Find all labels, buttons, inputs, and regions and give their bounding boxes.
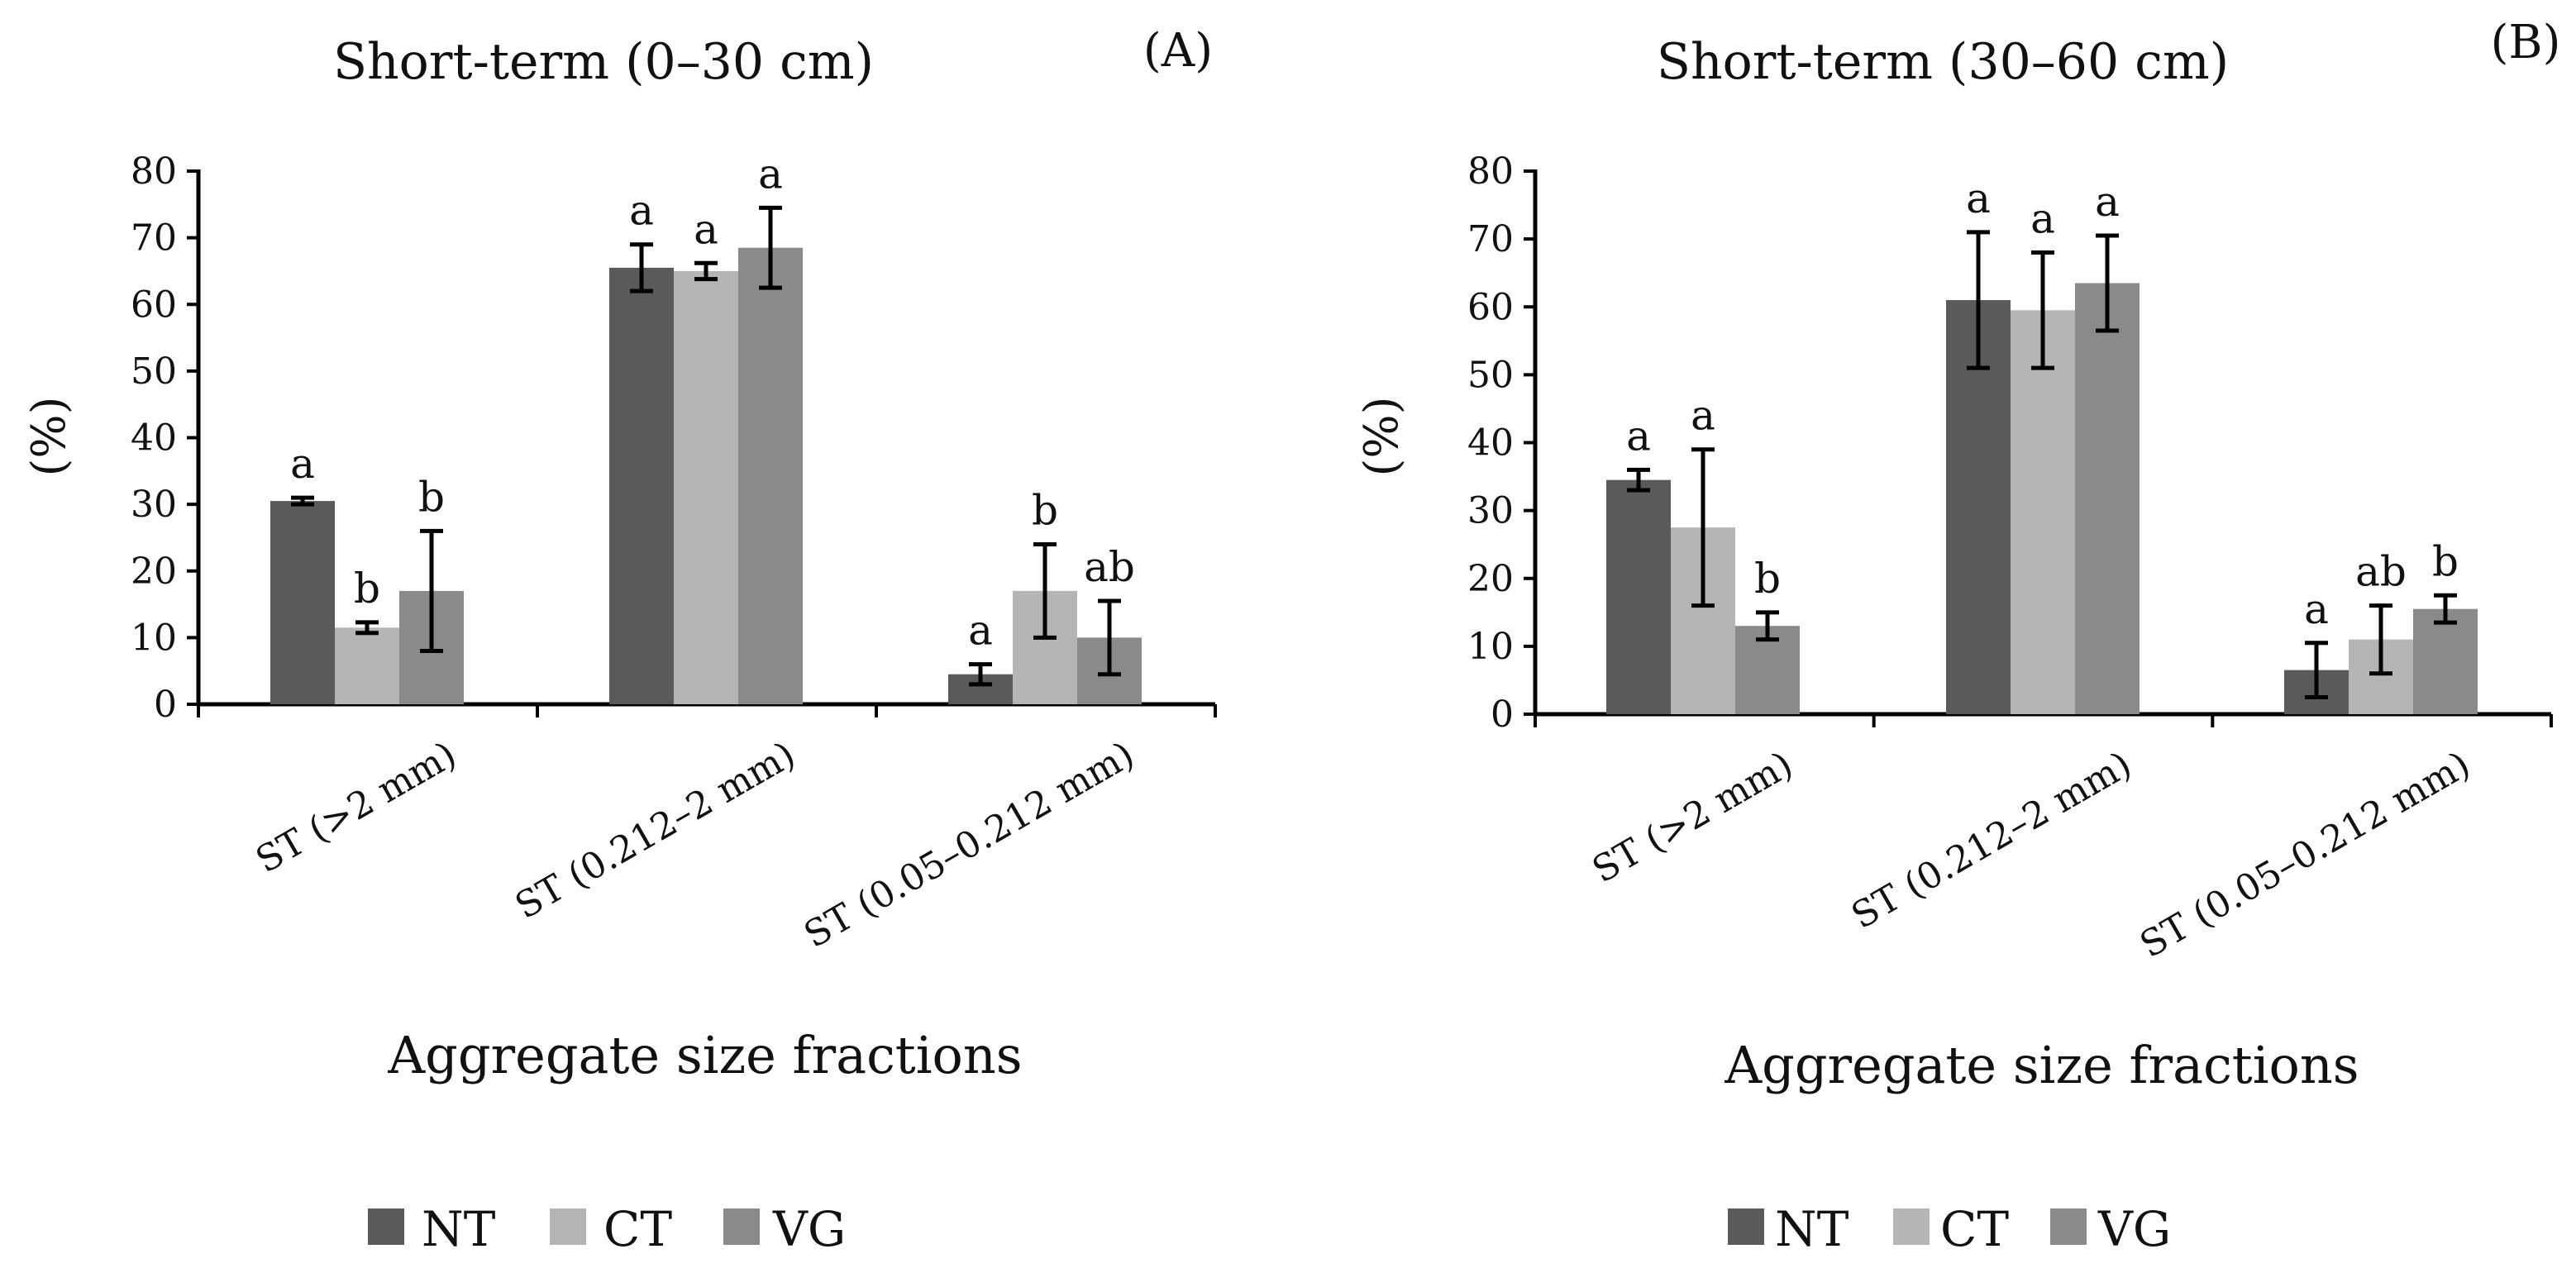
panel-label: (B) (2491, 16, 2561, 69)
panel-a: Short-term (0–30 cm) (A) (%) Aggregate s… (22, 24, 1217, 1257)
panel-b: Short-term (30–60 cm) (B) (%) Aggregate … (1355, 16, 2560, 1257)
y-tick-label: 50 (131, 350, 177, 393)
y-tick-label: 20 (1467, 558, 1514, 600)
legend-swatch-nt (368, 1208, 404, 1245)
significance-letter: a (2304, 585, 2329, 633)
category-label: ST (0.05–0.212 mm) (2133, 743, 2477, 966)
y-tick-label: 60 (131, 284, 177, 326)
significance-letter: a (290, 440, 315, 488)
bar-ct (674, 270, 738, 704)
y-tick-label: 40 (1467, 422, 1514, 465)
x-axis-label: Aggregate size fractions (387, 1025, 1022, 1085)
significance-letter: a (629, 187, 654, 235)
significance-letter: a (2030, 195, 2055, 243)
bar-nt (1606, 479, 1671, 714)
y-axis-label: (%) (22, 397, 76, 477)
significance-letter: a (758, 150, 783, 198)
chart-title: Short-term (0–30 cm) (333, 33, 874, 91)
y-tick-label: 80 (131, 150, 177, 193)
legend-swatch-vg (2050, 1208, 2087, 1245)
legend-swatch-ct (550, 1208, 586, 1245)
significance-letter: ab (1084, 543, 1135, 591)
chart-title: Short-term (30–60 cm) (1657, 33, 2229, 91)
significance-letter: a (1966, 174, 1991, 222)
x-axis-label: Aggregate size fractions (1724, 1035, 2359, 1095)
significance-letter: b (1754, 555, 1781, 603)
legend-label-vg: VG (2097, 1201, 2171, 1257)
legend-label-ct: CT (603, 1201, 672, 1257)
bar-nt (609, 267, 674, 704)
y-tick-label: 10 (131, 617, 177, 659)
significance-letter: b (418, 473, 445, 521)
significance-letter: b (1032, 487, 1058, 535)
significance-letter: b (2432, 537, 2459, 585)
bar-nt (270, 501, 335, 704)
y-tick-label: 20 (131, 551, 177, 593)
y-tick-label: 70 (131, 217, 177, 260)
y-tick-label: 30 (1467, 490, 1514, 532)
legend-swatch-ct (1893, 1208, 1930, 1245)
y-tick-label: 0 (1491, 694, 1514, 736)
legend-label-vg: VG (772, 1201, 846, 1257)
significance-letter: a (2095, 178, 2120, 226)
significance-letter: a (694, 205, 718, 253)
bar-ct (335, 627, 399, 704)
bar-ct (2011, 310, 2075, 714)
significance-letter: ab (2355, 548, 2407, 596)
y-tick-label: 80 (1467, 150, 1514, 193)
legend-swatch-vg (723, 1208, 760, 1245)
bar-vg (738, 247, 803, 704)
panel-label: (A) (1143, 24, 1213, 78)
category-label: ST (>2 mm) (249, 733, 463, 881)
category-label: ST (0.212–2 mm) (1844, 743, 2139, 937)
category-label: ST (0.05–0.212 mm) (797, 733, 1141, 956)
significance-letter: a (968, 607, 993, 655)
y-tick-label: 30 (131, 484, 177, 526)
significance-letter: b (354, 565, 380, 613)
y-tick-label: 10 (1467, 626, 1514, 668)
category-label: ST (>2 mm) (1586, 743, 1800, 891)
y-tick-label: 60 (1467, 286, 1514, 328)
y-axis-label: (%) (1355, 397, 1409, 477)
y-tick-label: 40 (131, 417, 177, 460)
legend-label-ct: CT (1940, 1201, 2009, 1257)
legend-swatch-nt (1728, 1208, 1764, 1245)
bar-vg (2075, 283, 2140, 715)
y-tick-label: 70 (1467, 218, 1514, 260)
y-tick-label: 0 (154, 684, 177, 726)
significance-letter: a (1691, 392, 1715, 440)
bar-vg (2413, 608, 2478, 714)
legend-label-nt: NT (422, 1201, 496, 1257)
y-tick-label: 50 (1467, 354, 1514, 396)
significance-letter: a (1626, 412, 1651, 460)
legend-label-nt: NT (1775, 1201, 1849, 1257)
category-label: ST (0.212–2 mm) (508, 733, 803, 927)
